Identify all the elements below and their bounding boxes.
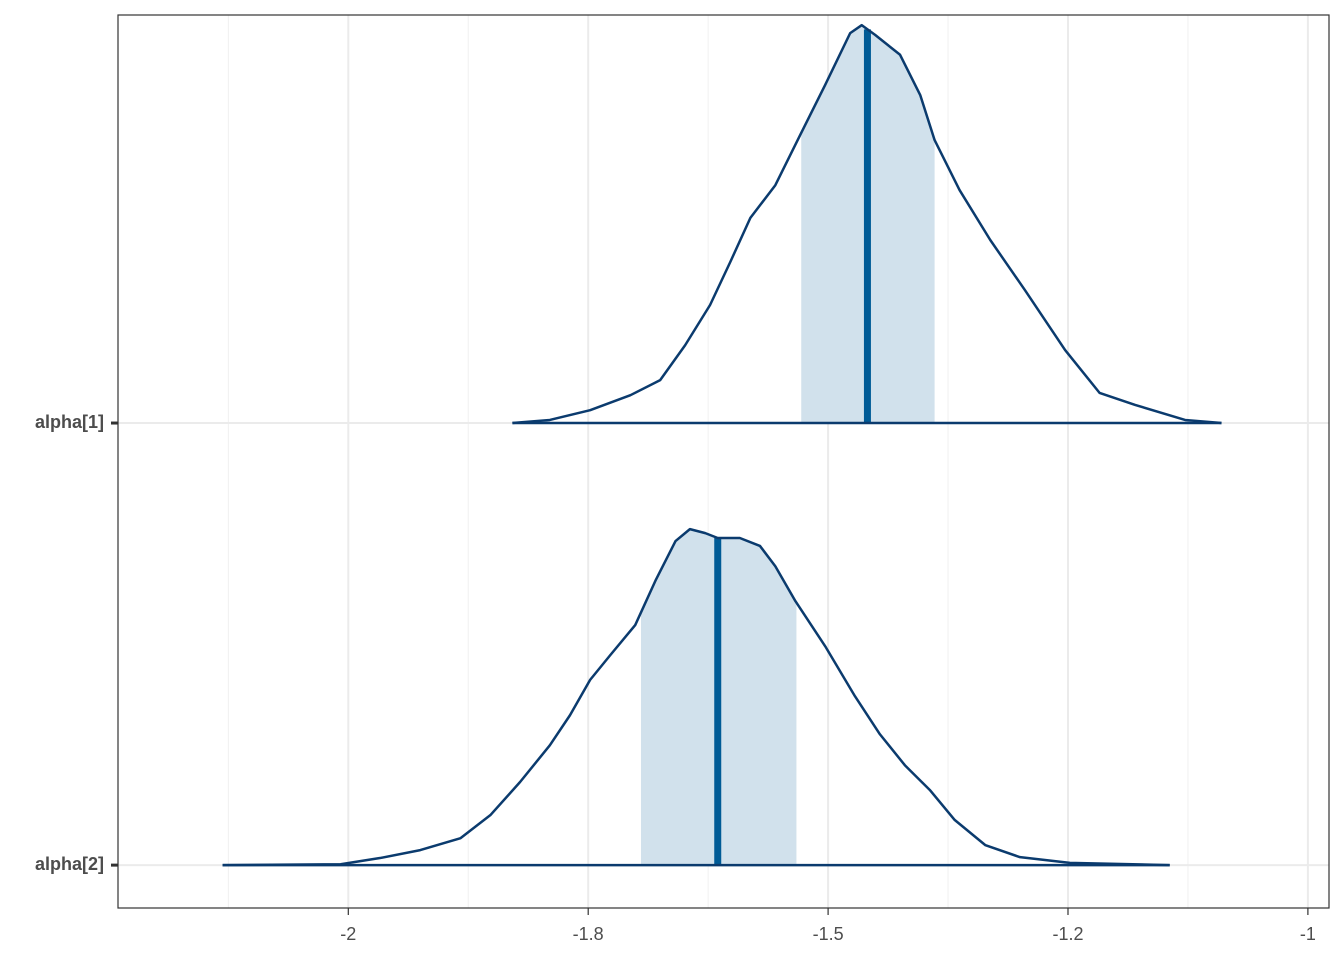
y-tick-label: alpha[1] [35,412,104,432]
y-tick-label: alpha[2] [35,854,104,874]
x-tick-label: -2 [340,924,356,944]
density-curve [222,527,1170,867]
x-tick-label: -1.8 [573,924,604,944]
panel-border [117,14,1330,909]
marks [222,23,1222,867]
x-tick-label: -1.5 [813,924,844,944]
density-curve [512,23,1222,425]
axes: -2 -1.8 -1.5 -1.2 -1 alpha[1] alpha[2] [35,412,1316,944]
x-tick-label: -1 [1300,924,1316,944]
x-tick-label: -1.2 [1052,924,1083,944]
